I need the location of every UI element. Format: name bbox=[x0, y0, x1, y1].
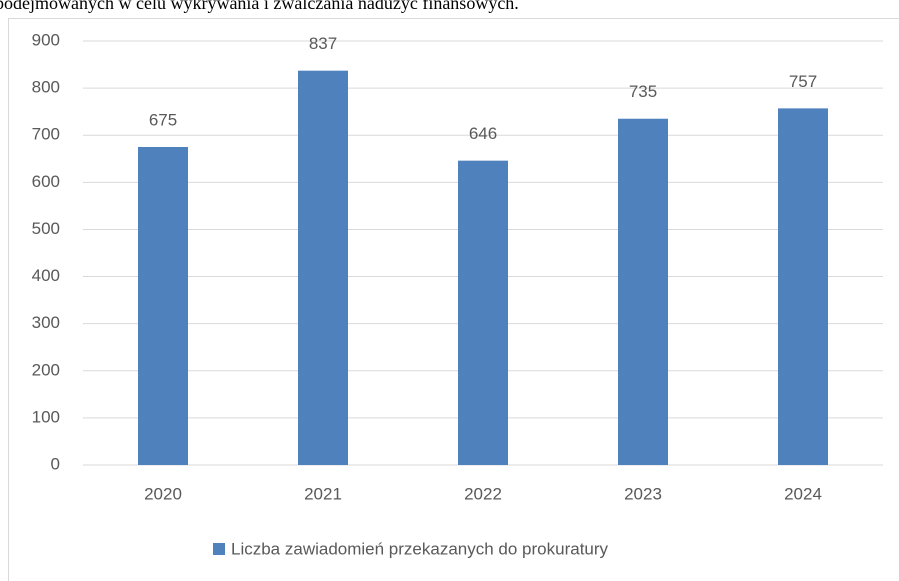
x-tick-label: 2024 bbox=[784, 484, 822, 503]
bar bbox=[298, 70, 348, 466]
data-label: 675 bbox=[149, 110, 177, 129]
y-tick-label: 200 bbox=[32, 360, 60, 379]
y-tick-label: 500 bbox=[32, 219, 60, 238]
x-tick-label: 2021 bbox=[304, 484, 342, 503]
y-tick-label: 300 bbox=[32, 313, 60, 332]
data-label: 735 bbox=[629, 82, 657, 101]
bar bbox=[778, 108, 828, 465]
y-tick-label: 100 bbox=[32, 407, 60, 426]
y-tick-label: 400 bbox=[32, 266, 60, 285]
x-tick-label: 2020 bbox=[144, 484, 182, 503]
y-tick-label: 0 bbox=[51, 454, 60, 473]
chart-border bbox=[8, 18, 899, 581]
y-tick-label: 800 bbox=[32, 78, 60, 97]
x-tick-label: 2023 bbox=[624, 484, 662, 503]
legend-label: Liczba zawiadomień przekazanych do proku… bbox=[231, 539, 609, 558]
bar bbox=[458, 160, 508, 465]
data-label: 757 bbox=[789, 72, 817, 91]
y-tick-label: 600 bbox=[32, 172, 60, 191]
legend-swatch bbox=[213, 543, 225, 555]
y-tick-label: 900 bbox=[32, 30, 60, 49]
data-label: 646 bbox=[469, 124, 497, 143]
x-tick-label: 2022 bbox=[464, 484, 502, 503]
bar bbox=[138, 147, 188, 465]
caption: podejmowanych w celu wykrywania i zwalcz… bbox=[0, 0, 519, 13]
data-label: 837 bbox=[309, 34, 337, 53]
bar bbox=[618, 118, 668, 465]
y-tick-label: 700 bbox=[32, 125, 60, 144]
